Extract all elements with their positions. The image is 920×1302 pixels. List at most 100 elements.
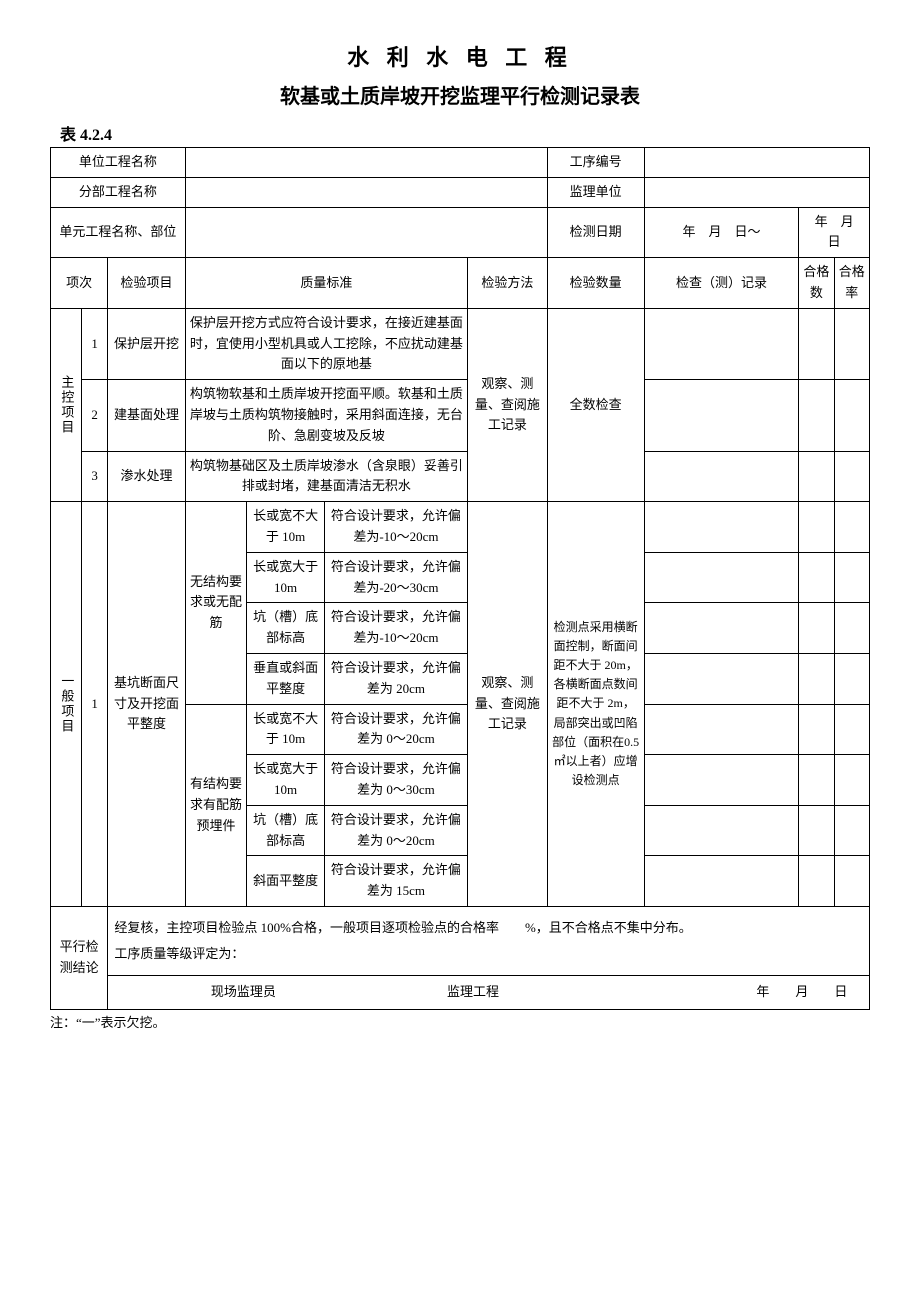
main-cnt-1 [799, 308, 834, 379]
gen-param-6: 长或宽大于 10m [247, 755, 324, 806]
main-std-1: 保护层开挖方式应符合设计要求，在接近建基面时，宜使用小型机具或人工挖除，不应扰动… [185, 308, 468, 379]
main-rate-1 [834, 308, 869, 379]
gen-std-5: 符合设计要求，允许偏差为 0～20cm [324, 704, 467, 755]
sub-proj-value [185, 177, 547, 207]
gen-param-1: 长或宽不大于 10m [247, 502, 324, 553]
col-item-no: 项次 [51, 258, 108, 309]
sign-row: 现场监理员 监理工程 年 月 日 [108, 975, 870, 1009]
gen-rate-8 [834, 856, 869, 907]
main-std-3: 构筑物基础区及土质岸坡渗水（含泉眼）妥善引排或封堵，建基面清洁无积水 [185, 451, 468, 502]
gen-rec-6 [644, 755, 799, 806]
gen-std-1: 符合设计要求，允许偏差为-10～20cm [324, 502, 467, 553]
col-test-item: 检验项目 [108, 258, 185, 309]
main-cnt-2 [799, 380, 834, 451]
col-method: 检验方法 [468, 258, 547, 309]
gen-cnt-6 [799, 755, 834, 806]
gen-cnt-1 [799, 502, 834, 553]
main-ctrl-label: 主控项目 [51, 308, 82, 501]
conclusion-line1: 经复核，主控项目检验点 100%合格，一般项目逐项检验点的合格率 %，且不合格点… [114, 920, 691, 935]
supervisor-label: 监理单位 [547, 177, 644, 207]
main-qty: 全数检查 [547, 308, 644, 501]
general-label: 一般项目 [51, 502, 82, 907]
main-cnt-3 [799, 451, 834, 502]
main-std-2: 构筑物软基和土质岸坡开挖面平顺。软基和土质岸坡与土质构筑物接触时，采用斜面连接，… [185, 380, 468, 451]
main-no-1: 1 [81, 308, 107, 379]
main-name-3: 渗水处理 [108, 451, 185, 502]
cell-proj-value [185, 207, 547, 258]
col-record: 检查（测）记录 [644, 258, 799, 309]
main-name-1: 保护层开挖 [108, 308, 185, 379]
gen-cnt-7 [799, 805, 834, 856]
gen-cnt-2 [799, 552, 834, 603]
main-rate-2 [834, 380, 869, 451]
gen-rate-4 [834, 653, 869, 704]
gen-param-5: 长或宽不大于 10m [247, 704, 324, 755]
date-to: 年 月 日 [799, 207, 870, 258]
gen-cnt-3 [799, 603, 834, 654]
gen-param-3: 坑（槽）底部标高 [247, 603, 324, 654]
gen-param-2: 长或宽大于 10m [247, 552, 324, 603]
proc-no-label: 工序编号 [547, 148, 644, 178]
test-date-label: 检测日期 [547, 207, 644, 258]
inspection-table: 单位工程名称 工序编号 分部工程名称 监理单位 单元工程名称、部位 检测日期 年… [50, 147, 870, 1010]
gen-rec-4 [644, 653, 799, 704]
gen-rate-2 [834, 552, 869, 603]
main-title: 水 利 水 电 工 程 [50, 40, 870, 72]
gen-rec-7 [644, 805, 799, 856]
gen-rate-6 [834, 755, 869, 806]
gen-rec-2 [644, 552, 799, 603]
gen-name: 基坑断面尺寸及开挖面平整度 [108, 502, 185, 907]
gen-rate-7 [834, 805, 869, 856]
footnote: 注：“一”表示欠挖。 [50, 1012, 870, 1031]
gen-group2: 有结构要求有配筋预埋件 [185, 704, 247, 906]
gen-std-8: 符合设计要求，允许偏差为 15cm [324, 856, 467, 907]
main-name-2: 建基面处理 [108, 380, 185, 451]
gen-rate-5 [834, 704, 869, 755]
main-rec-2 [644, 380, 799, 451]
gen-group1: 无结构要求或无配筋 [185, 502, 247, 704]
cell-proj-label: 单元工程名称、部位 [51, 207, 186, 258]
supervisor-value [644, 177, 869, 207]
main-no-3: 3 [81, 451, 107, 502]
main-method: 观察、测量、查阅施工记录 [468, 308, 547, 501]
gen-no: 1 [81, 502, 107, 907]
site-supervisor-label: 现场监理员 [111, 982, 375, 1003]
sub-title: 软基或土质岸坡开挖监理平行检测记录表 [50, 80, 870, 109]
main-rate-3 [834, 451, 869, 502]
gen-rate-1 [834, 502, 869, 553]
gen-rec-5 [644, 704, 799, 755]
col-pass-cnt: 合格数 [799, 258, 834, 309]
date-from: 年 月 日～ [644, 207, 799, 258]
gen-method: 观察、测量、查阅施工记录 [468, 502, 547, 907]
gen-rate-3 [834, 603, 869, 654]
proc-no-value [644, 148, 869, 178]
gen-cnt-8 [799, 856, 834, 907]
sub-proj-label: 分部工程名称 [51, 177, 186, 207]
unit-proj-value [185, 148, 547, 178]
gen-rec-8 [644, 856, 799, 907]
unit-proj-label: 单位工程名称 [51, 148, 186, 178]
conclusion-line2: 工序质量等级评定为： [114, 946, 244, 961]
sign-date: 年 月 日 [571, 982, 858, 1003]
gen-std-6: 符合设计要求，允许偏差为 0～30cm [324, 755, 467, 806]
gen-cnt-4 [799, 653, 834, 704]
gen-std-2: 符合设计要求，允许偏差为-20～30cm [324, 552, 467, 603]
table-number: 表 4.2.4 [60, 121, 870, 145]
gen-rec-3 [644, 603, 799, 654]
gen-qty: 检测点采用横断面控制，断面间距不大于 20m，各横断面点数间距不大于 2m，局部… [547, 502, 644, 907]
col-pass-rate: 合格率 [834, 258, 869, 309]
col-qty: 检验数量 [547, 258, 644, 309]
gen-param-7: 坑（槽）底部标高 [247, 805, 324, 856]
gen-param-8: 斜面平整度 [247, 856, 324, 907]
main-no-2: 2 [81, 380, 107, 451]
main-rec-3 [644, 451, 799, 502]
main-rec-1 [644, 308, 799, 379]
gen-rec-1 [644, 502, 799, 553]
gen-std-4: 符合设计要求，允许偏差为 20cm [324, 653, 467, 704]
gen-param-4: 垂直或斜面平整度 [247, 653, 324, 704]
conclusion-text: 经复核，主控项目检验点 100%合格，一般项目逐项检验点的合格率 %，且不合格点… [108, 906, 870, 975]
conclusion-label: 平行检测结论 [51, 906, 108, 1009]
engineer-label: 监理工程 [379, 982, 568, 1003]
col-std: 质量标准 [185, 258, 468, 309]
gen-std-7: 符合设计要求，允许偏差为 0～20cm [324, 805, 467, 856]
